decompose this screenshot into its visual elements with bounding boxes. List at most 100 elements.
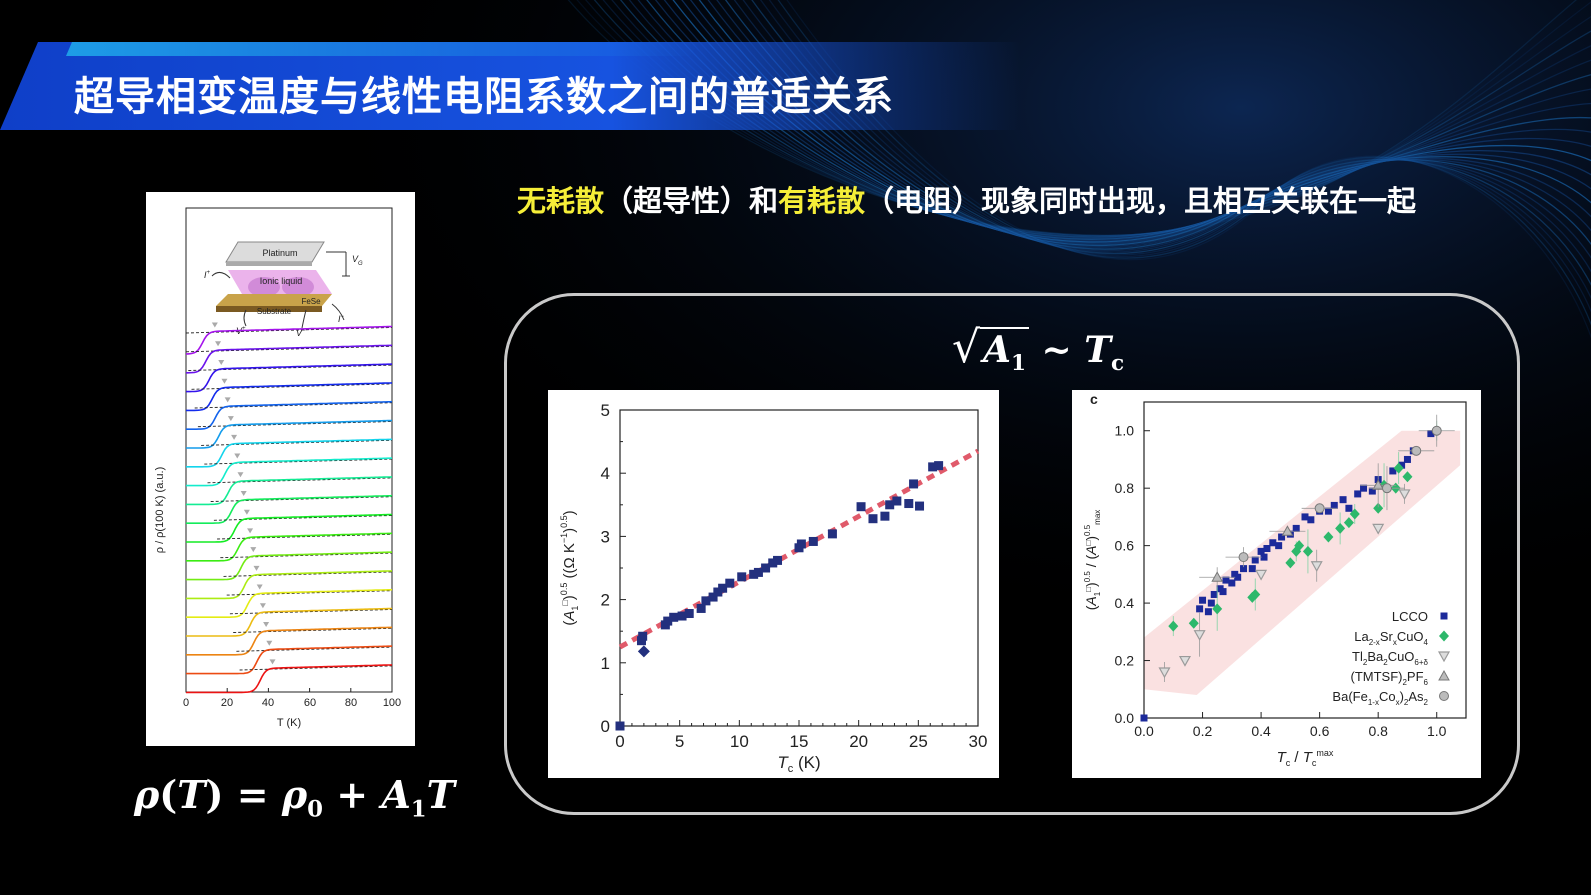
legend-label-part: LCCO xyxy=(1392,609,1428,624)
x-tick-label: 0.0 xyxy=(1134,723,1154,739)
resistivity-curve xyxy=(186,570,393,600)
subtitle-highlight-dissipationless: 无耗散 xyxy=(517,184,605,218)
x-axis-label-sub2: c xyxy=(1312,758,1317,768)
chart-universal-scaling: c 0.0 0.2 0.4 0.6 0.8 1.0 0.0 0.2 0.4 0.6 0.8 1.0 L… xyxy=(1072,390,1481,778)
data-point xyxy=(1278,533,1286,541)
data-point xyxy=(1263,545,1271,553)
background-swirl-line xyxy=(786,0,1591,340)
data-point xyxy=(1281,525,1294,536)
formula-scaling: √A1 ~ Tc xyxy=(952,322,1124,376)
legend-label-subscript: 6 xyxy=(1424,678,1429,687)
legend-label: Tl2Ba2CuO6+δ xyxy=(1352,649,1429,667)
tc-marker xyxy=(247,528,254,534)
data-point xyxy=(1193,630,1206,641)
data-point xyxy=(868,514,878,524)
data-point xyxy=(1411,445,1422,456)
data-point xyxy=(638,631,648,641)
resistivity-curve xyxy=(186,551,393,581)
data-point xyxy=(1335,522,1346,534)
y-tick-label: 0.8 xyxy=(1115,480,1135,496)
y-axis-label-max: max xyxy=(1093,510,1102,525)
inset-label-i-plus-sign: + xyxy=(207,270,211,276)
x-axis-label-sub: c xyxy=(1286,758,1291,768)
resistivity-curve xyxy=(186,513,393,543)
data-point xyxy=(1196,605,1204,613)
tc-marker xyxy=(240,490,247,496)
x-tick-label: 5 xyxy=(675,732,684,751)
data-point xyxy=(701,596,711,606)
inset-label-vg: VG xyxy=(352,254,363,267)
x-axis-ticks xyxy=(185,688,393,692)
extrapolation-line xyxy=(223,571,393,577)
data-point xyxy=(773,555,783,565)
y-axis-label-exp2: 0.5 xyxy=(1083,524,1092,536)
background-swirl-line xyxy=(707,0,1591,248)
legend-label-subscript: 2 xyxy=(1383,658,1388,667)
tc-marker xyxy=(231,434,238,440)
data-point xyxy=(1212,603,1223,615)
tc-marker xyxy=(253,565,260,571)
y-axis-label: ρ / ρ(100 K) (a.u.) xyxy=(154,467,166,554)
x-tick-label: 0 xyxy=(183,697,189,709)
y-axis-label-close: ) xyxy=(561,510,578,515)
data-point xyxy=(1368,487,1376,495)
subtitle-highlight-dissipative: 有耗散 xyxy=(778,184,866,218)
formula-rho0: ρ xyxy=(281,772,308,817)
legend-label-part: Sr xyxy=(1380,629,1394,644)
background-swirl-line xyxy=(611,0,1591,238)
plot-frame xyxy=(619,409,979,727)
x-axis-label-t: T xyxy=(1277,749,1288,766)
inset-label-v-plus-sign: + xyxy=(242,326,246,332)
data-point xyxy=(1207,599,1215,607)
data-point xyxy=(1402,471,1413,483)
data-point xyxy=(1199,596,1207,604)
background-swirl-line xyxy=(725,0,1591,250)
x-tick-label: 1.0 xyxy=(1427,723,1447,739)
data-point xyxy=(768,558,778,568)
data-points xyxy=(1140,414,1455,722)
data-point xyxy=(669,612,679,622)
legend-label: La2-xSrxCuO4 xyxy=(1354,629,1428,647)
legend-marker xyxy=(1438,669,1450,681)
extrapolation-line xyxy=(220,552,393,559)
y-tick-label: 2 xyxy=(601,591,610,610)
data-point xyxy=(1393,462,1404,474)
background-swirl-line xyxy=(620,0,1591,238)
data-point xyxy=(1255,569,1268,581)
inset-label-i-minus-sign: − xyxy=(341,314,345,320)
background-swirl-line xyxy=(716,0,1591,249)
inset-label-v-minus: V− xyxy=(296,328,306,338)
data-point xyxy=(1210,590,1218,598)
x-axis-label: T (K) xyxy=(277,717,301,729)
extrapolation-line xyxy=(229,609,393,615)
data-point xyxy=(1248,565,1256,573)
extrapolation-line xyxy=(217,533,393,540)
chart-a1-vs-tc: 0 5 10 15 20 25 30 0 1 2 3 4 5 Tc (K) (A1□)0.5 ((Ω K… xyxy=(548,390,999,778)
y-tick-label: 5 xyxy=(601,401,610,420)
data-point xyxy=(1250,588,1261,600)
formula-t: T xyxy=(177,772,206,817)
inset-label-substrate: Substrate xyxy=(257,307,292,316)
y-axis-label-a: ( xyxy=(561,621,578,626)
data-point xyxy=(1307,516,1315,524)
y-tick-label: 0.2 xyxy=(1115,653,1135,669)
confidence-band xyxy=(1144,430,1461,696)
data-point xyxy=(1310,561,1323,572)
resistivity-curve xyxy=(186,532,393,562)
y-axis-label-box: □ xyxy=(560,600,570,606)
formula-a1: A xyxy=(381,772,411,817)
formula-a1-subscript: 1 xyxy=(410,796,427,823)
resistivity-plot: Platinum Ionic liquid FeSe Substrate VG … xyxy=(154,207,401,729)
x-axis-label-sub: c xyxy=(788,763,794,775)
formula-sqrt-t-subscript: c xyxy=(1111,351,1125,377)
y-tick-label: 0.4 xyxy=(1115,595,1135,611)
x-axis-label: Tc / Tcmax xyxy=(1277,748,1334,768)
data-point xyxy=(753,567,763,577)
x-tick-label: 0.8 xyxy=(1368,723,1388,739)
data-point xyxy=(1222,576,1230,584)
tc-marker xyxy=(263,621,270,627)
x-tick-label: 100 xyxy=(383,697,401,709)
resistivity-curve xyxy=(186,664,393,694)
inset-label-v-minus-sign: − xyxy=(302,328,306,334)
tc-marker xyxy=(237,472,244,478)
